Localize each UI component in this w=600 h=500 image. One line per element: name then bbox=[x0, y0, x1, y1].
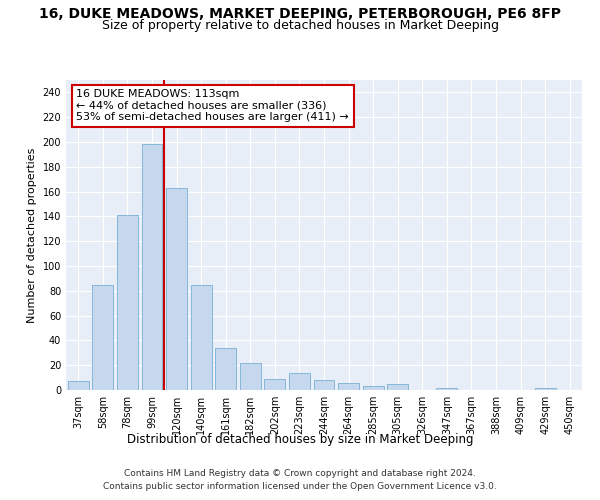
Bar bbox=[68, 382, 89, 390]
Text: 16 DUKE MEADOWS: 113sqm
← 44% of detached houses are smaller (336)
53% of semi-d: 16 DUKE MEADOWS: 113sqm ← 44% of detache… bbox=[76, 90, 349, 122]
Bar bbox=[166, 188, 187, 390]
Bar bbox=[117, 215, 138, 390]
Bar bbox=[142, 144, 163, 390]
Bar bbox=[92, 284, 113, 390]
Text: Distribution of detached houses by size in Market Deeping: Distribution of detached houses by size … bbox=[127, 432, 473, 446]
Bar bbox=[215, 348, 236, 390]
Bar bbox=[362, 386, 383, 390]
Bar bbox=[338, 382, 359, 390]
Text: 16, DUKE MEADOWS, MARKET DEEPING, PETERBOROUGH, PE6 8FP: 16, DUKE MEADOWS, MARKET DEEPING, PETERB… bbox=[39, 8, 561, 22]
Text: Contains HM Land Registry data © Crown copyright and database right 2024.: Contains HM Land Registry data © Crown c… bbox=[124, 468, 476, 477]
Bar bbox=[289, 372, 310, 390]
Bar bbox=[314, 380, 334, 390]
Text: Contains public sector information licensed under the Open Government Licence v3: Contains public sector information licen… bbox=[103, 482, 497, 491]
Bar bbox=[535, 388, 556, 390]
Bar bbox=[387, 384, 408, 390]
Bar bbox=[191, 284, 212, 390]
Y-axis label: Number of detached properties: Number of detached properties bbox=[27, 148, 37, 322]
Bar bbox=[436, 388, 457, 390]
Bar bbox=[240, 362, 261, 390]
Bar bbox=[265, 379, 286, 390]
Text: Size of property relative to detached houses in Market Deeping: Size of property relative to detached ho… bbox=[101, 18, 499, 32]
